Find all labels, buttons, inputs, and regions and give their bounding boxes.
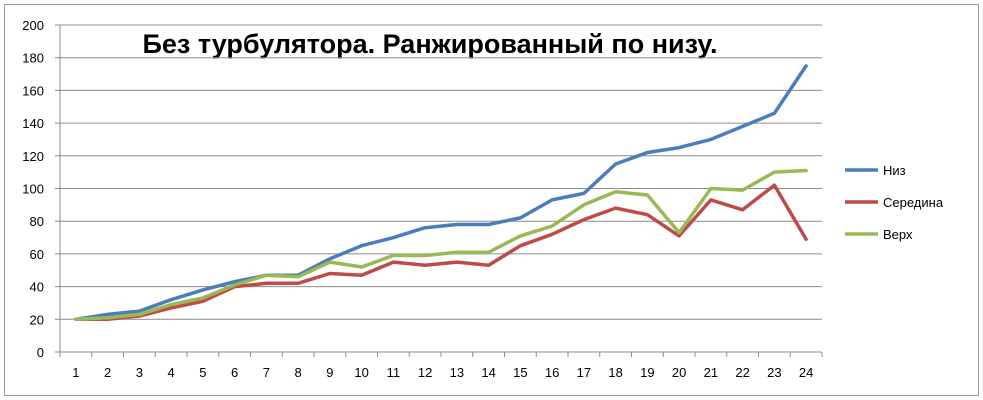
x-tick-label-2: 2 (104, 365, 111, 380)
series-lines (74, 64, 808, 322)
x-tick-label-3: 3 (136, 365, 143, 380)
y-tick-label-100: 100 (22, 182, 44, 197)
y-tick-label-40: 40 (30, 280, 44, 295)
x-tick-label-6: 6 (231, 365, 238, 380)
y-tick-label-80: 80 (30, 214, 44, 229)
x-tick-label-7: 7 (263, 365, 270, 380)
x-tick-label-13: 13 (450, 365, 464, 380)
y-tick-label-200: 200 (22, 18, 44, 33)
legend: Низ Середина Верх (845, 163, 944, 242)
x-tick-label-24: 24 (799, 365, 813, 380)
x-tick-label-21: 21 (704, 365, 718, 380)
gridlines (60, 24, 822, 320)
x-tick-label-17: 17 (577, 365, 591, 380)
x-tick-label-15: 15 (513, 365, 527, 380)
chart-frame (4, 4, 979, 396)
x-tick-label-14: 14 (481, 365, 495, 380)
y-tick-label-160: 160 (22, 83, 44, 98)
x-tick-label-9: 9 (326, 365, 333, 380)
legend-label-3: Верх (883, 227, 913, 242)
y-tick-label-20: 20 (30, 312, 44, 327)
x-tick-label-10: 10 (354, 365, 368, 380)
y-tick-label-120: 120 (22, 149, 44, 164)
x-tick-label-22: 22 (735, 365, 749, 380)
x-tick-label-1: 1 (72, 365, 79, 380)
x-tick-label-23: 23 (767, 365, 781, 380)
x-tick-label-11: 11 (387, 365, 401, 380)
y-tick-label-180: 180 (22, 51, 44, 66)
legend-label-1: Низ (883, 163, 906, 178)
chart-title: Без турбулятора. Ранжированный по низу. (143, 29, 718, 59)
series-line-3 (74, 168, 808, 322)
x-tick-label-4: 4 (168, 365, 175, 380)
y-tick-label-0: 0 (37, 345, 44, 360)
x-tick-label-8: 8 (295, 365, 302, 380)
x-tick-label-19: 19 (640, 365, 654, 380)
x-tick-label-20: 20 (672, 365, 686, 380)
series-line-1 (74, 64, 808, 322)
x-tick-label-5: 5 (199, 365, 206, 380)
legend-label-2: Середина (883, 195, 944, 210)
x-tick-label-16: 16 (545, 365, 559, 380)
series-line-2 (74, 183, 808, 322)
x-tick-label-18: 18 (608, 365, 622, 380)
y-tick-label-140: 140 (22, 116, 44, 131)
x-tick-label-12: 12 (418, 365, 432, 380)
y-tick-label-60: 60 (30, 247, 44, 262)
